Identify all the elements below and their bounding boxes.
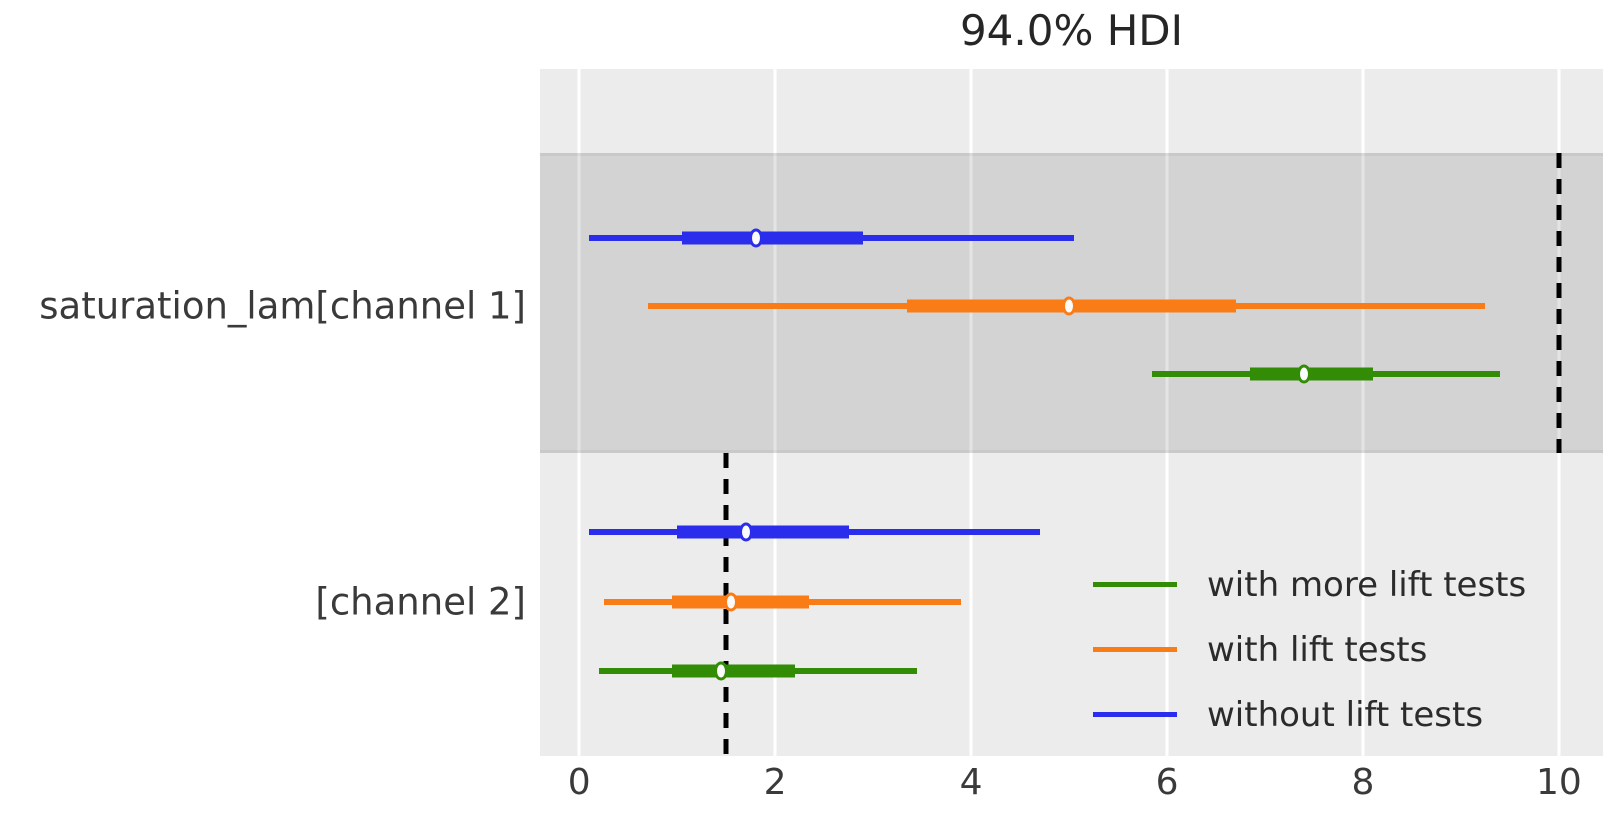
y-axis-label-channel-1: saturation_lam[channel 1] bbox=[39, 284, 526, 328]
gridline-x-0 bbox=[577, 69, 581, 756]
gridline-x-6 bbox=[1165, 69, 1169, 756]
median-marker bbox=[748, 228, 763, 248]
legend-label: with lift tests bbox=[1207, 629, 1428, 670]
x-tick-label: 6 bbox=[1155, 762, 1179, 803]
median-marker bbox=[1062, 296, 1077, 316]
x-tick-label: 8 bbox=[1351, 762, 1375, 803]
x-tick-label: 10 bbox=[1536, 762, 1582, 803]
reference-line-x-10 bbox=[1556, 152, 1562, 454]
interquartile-interval bbox=[677, 525, 849, 539]
legend-item-with-lift-tests: with lift tests bbox=[1093, 617, 1526, 682]
y-axis-label-channel-2: [channel 2] bbox=[315, 580, 526, 624]
legend-label: with more lift tests bbox=[1207, 564, 1527, 605]
x-tick-label: 2 bbox=[763, 762, 787, 803]
median-marker bbox=[724, 592, 739, 612]
plot-area: with more lift tests with lift tests wit… bbox=[540, 69, 1603, 756]
median-marker bbox=[714, 661, 729, 681]
legend: with more lift tests with lift tests wit… bbox=[1093, 552, 1526, 747]
legend-line-orange bbox=[1093, 647, 1177, 652]
chart-title: 94.0% HDI bbox=[959, 6, 1184, 55]
median-marker bbox=[1297, 364, 1312, 384]
x-axis: 0 2 4 6 8 10 bbox=[540, 762, 1603, 812]
legend-line-blue bbox=[1093, 712, 1177, 717]
median-marker bbox=[738, 522, 753, 542]
interquartile-interval bbox=[682, 231, 864, 245]
gridline-x-8 bbox=[1361, 69, 1365, 756]
legend-item-without-lift-tests: without lift tests bbox=[1093, 682, 1526, 747]
legend-label: without lift tests bbox=[1207, 694, 1484, 735]
gridline-x-4 bbox=[969, 69, 973, 756]
interquartile-interval bbox=[672, 595, 810, 609]
legend-item-with-more-lift-tests: with more lift tests bbox=[1093, 552, 1526, 617]
gridline-x-2 bbox=[773, 69, 777, 756]
interquartile-interval bbox=[1250, 367, 1373, 381]
legend-line-green bbox=[1093, 582, 1177, 587]
x-tick-label: 4 bbox=[959, 762, 983, 803]
x-tick-label: 0 bbox=[567, 762, 591, 803]
interquartile-interval bbox=[672, 664, 795, 678]
